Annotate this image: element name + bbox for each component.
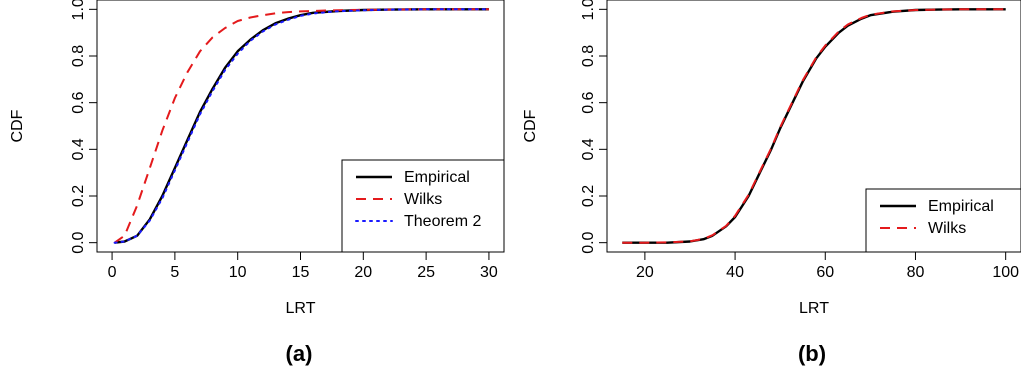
- x-tick-label: 10: [229, 264, 247, 281]
- y-tick-label: 0.2: [580, 185, 597, 207]
- series-line-wilks: [622, 8, 1006, 244]
- x-tick-label: 20: [354, 264, 372, 281]
- x-tick-label: 25: [417, 264, 435, 281]
- legend-box: [865, 188, 1021, 253]
- y-tick-label: 0.6: [70, 91, 87, 113]
- y-tick-label: 0.8: [70, 45, 87, 67]
- y-axis-label: CDF: [9, 109, 26, 142]
- chart-panel-b: 20 40 60 80 100 0.0 0.2 0.4 0.6 0.8 1.0 LRT CDF (b) Em…: [522, 0, 1021, 366]
- legend: Empirical Wilks Theorem 2: [341, 159, 505, 253]
- x-tick-label: 20: [636, 264, 654, 281]
- x-tick-label: 100: [992, 264, 1019, 281]
- panel-label: (b): [798, 341, 826, 366]
- series-line-theorem-2: [113, 8, 490, 244]
- y-tick-label: 0.0: [580, 231, 597, 253]
- y-tick-label: 0.4: [70, 138, 87, 160]
- legend-label: Wilks: [928, 220, 966, 237]
- y-tick-label: 0.2: [70, 185, 87, 207]
- legend-label: Empirical: [928, 198, 994, 215]
- legend-label: Theorem 2: [404, 213, 481, 230]
- legend: Empirical Wilks: [865, 188, 1021, 253]
- x-tick-label: 5: [170, 264, 179, 281]
- chart-panel-a: 0 5 10 15 20 25 30 0.0 0.2 0.4 0.6 0.8 1.0 LRT CDF (a) E…: [9, 0, 505, 366]
- y-tick-label: 0.0: [70, 231, 87, 253]
- panel-label: (a): [286, 341, 313, 366]
- legend-label: Wilks: [404, 191, 442, 208]
- x-tick-label: 30: [480, 264, 498, 281]
- y-tick-label: 1.0: [580, 0, 597, 20]
- x-tick-label: 40: [726, 264, 744, 281]
- x-axis-label: LRT: [799, 300, 829, 317]
- legend-box: [341, 159, 505, 253]
- legend-label: Empirical: [404, 169, 470, 186]
- x-tick-label: 15: [292, 264, 310, 281]
- series-line-wilks: [114, 8, 489, 244]
- x-axis-label: LRT: [286, 300, 316, 317]
- y-tick-label: 0.8: [580, 45, 597, 67]
- plot-frame: [606, 0, 1021, 253]
- y-tick-label: 0.4: [580, 138, 597, 160]
- x-tick-label: 80: [907, 264, 925, 281]
- x-tick-label: 60: [816, 264, 834, 281]
- y-axis-label: CDF: [522, 109, 539, 142]
- x-tick-label: 0: [108, 264, 117, 281]
- y-tick-label: 1.0: [70, 0, 87, 20]
- y-tick-label: 0.6: [580, 91, 597, 113]
